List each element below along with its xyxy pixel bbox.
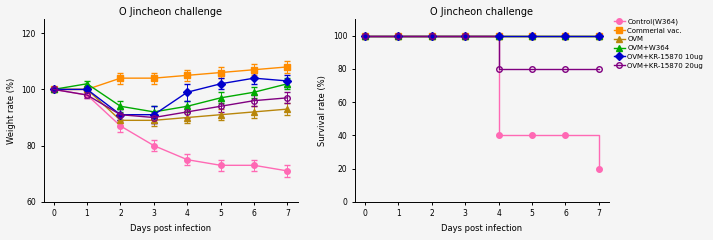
Legend: Control(W364), Commerial vac., OVM, OVM+W364, OVM+KR-15870 10ug, OVM+KR-15870 20: Control(W364), Commerial vac., OVM, OVM+… — [612, 15, 706, 72]
Title: O Jincheon challenge: O Jincheon challenge — [431, 7, 533, 17]
Y-axis label: Survival rate (%): Survival rate (%) — [318, 75, 327, 146]
Y-axis label: Weight rate (%): Weight rate (%) — [7, 77, 16, 144]
X-axis label: Days post infection: Days post infection — [130, 224, 211, 233]
Title: O Jincheon challenge: O Jincheon challenge — [119, 7, 222, 17]
X-axis label: Days post infection: Days post infection — [441, 224, 523, 233]
